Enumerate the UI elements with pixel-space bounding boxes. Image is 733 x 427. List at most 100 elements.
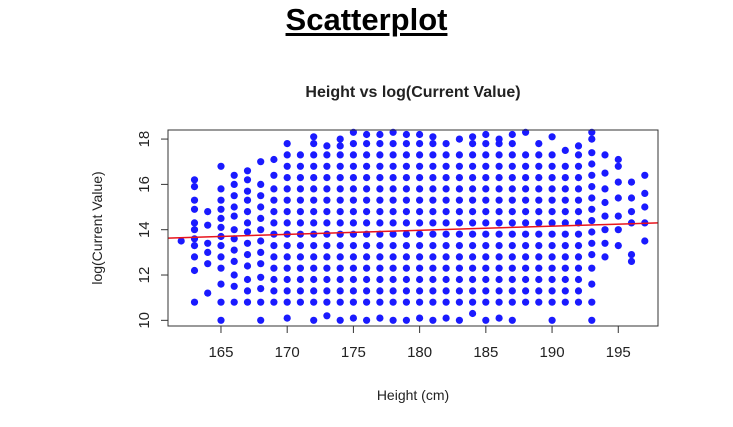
data-point: [389, 242, 397, 250]
data-point: [190, 298, 199, 306]
data-point: [402, 208, 410, 216]
data-point: [508, 316, 516, 324]
data-point: [376, 230, 384, 238]
data-point: [323, 219, 331, 227]
data-point: [442, 196, 450, 204]
x-tick-label: 195: [606, 344, 631, 361]
data-point: [535, 298, 543, 306]
data-point: [442, 162, 450, 170]
data-point: [574, 242, 583, 250]
data-point: [310, 162, 318, 170]
data-point: [522, 230, 530, 238]
data-point: [230, 257, 238, 265]
data-point: [336, 287, 344, 295]
data-point: [508, 287, 516, 295]
data-point: [601, 239, 609, 247]
data-point: [376, 162, 384, 170]
data-point: [455, 230, 463, 238]
data-point: [349, 314, 357, 322]
data-point: [257, 192, 265, 200]
data-point: [283, 314, 291, 322]
data-point: [522, 208, 530, 216]
data-point: [574, 208, 583, 216]
data-point: [614, 212, 622, 220]
data-point: [310, 219, 318, 227]
data-point: [270, 298, 278, 306]
y-tick-label: 18: [136, 131, 153, 148]
data-point: [495, 135, 503, 143]
data-point: [217, 316, 225, 324]
data-point: [614, 194, 622, 202]
data-point: [588, 160, 596, 168]
data-point: [455, 264, 463, 272]
data-point: [376, 130, 384, 139]
data-point: [588, 135, 596, 143]
data-point: [190, 205, 199, 213]
data-point: [190, 266, 199, 275]
data-point: [402, 140, 410, 148]
data-point: [257, 158, 265, 166]
data-point: [363, 316, 371, 324]
data-point: [574, 275, 583, 284]
data-point: [627, 208, 636, 216]
data-point: [561, 298, 569, 306]
data-point: [535, 196, 543, 204]
data-point: [522, 264, 530, 272]
data-point: [243, 196, 252, 204]
data-point: [442, 185, 450, 193]
data-point: [548, 230, 556, 238]
data-point: [614, 178, 622, 186]
data-point: [469, 219, 477, 227]
data-point: [508, 196, 516, 204]
data-point: [508, 275, 516, 284]
data-point: [243, 176, 252, 184]
data-point: [363, 185, 371, 193]
data-point: [402, 316, 410, 324]
data-point: [442, 287, 450, 295]
data-point: [349, 208, 357, 216]
data-point: [217, 205, 225, 213]
data-point: [376, 151, 384, 159]
data-point: [455, 316, 463, 324]
data-point: [323, 185, 331, 193]
data-point: [548, 264, 556, 272]
data-point: [296, 253, 304, 261]
data-point: [230, 192, 238, 200]
data-point: [561, 146, 569, 154]
data-point: [548, 316, 556, 324]
data-point: [588, 228, 596, 236]
data-point: [296, 174, 304, 182]
data-point: [601, 185, 609, 193]
data-point: [535, 151, 543, 159]
y-tick-label: 12: [136, 267, 153, 284]
data-point: [495, 264, 503, 272]
data-point: [402, 242, 410, 250]
data-point: [363, 174, 371, 182]
data-point: [455, 287, 463, 295]
data-point: [442, 275, 450, 284]
data-point: [522, 287, 530, 295]
data-point: [363, 162, 371, 170]
data-point: [376, 264, 384, 272]
data-point: [522, 298, 530, 306]
data-point: [588, 239, 596, 247]
data-point: [561, 185, 569, 193]
data-point: [363, 298, 371, 306]
chart-title: Height vs log(Current Value): [305, 84, 520, 101]
data-point: [482, 208, 490, 216]
data-point: [336, 208, 344, 216]
data-point: [402, 298, 410, 306]
data-point: [204, 221, 212, 229]
data-point: [296, 162, 304, 170]
data-point: [429, 275, 437, 284]
data-point: [363, 253, 371, 261]
data-point: [283, 151, 291, 159]
data-point: [402, 264, 410, 272]
data-point: [217, 264, 225, 272]
data-point: [283, 196, 291, 204]
data-point: [588, 316, 596, 324]
data-point: [310, 298, 318, 306]
data-point: [416, 174, 424, 182]
data-point: [416, 185, 424, 193]
data-point: [336, 135, 344, 143]
